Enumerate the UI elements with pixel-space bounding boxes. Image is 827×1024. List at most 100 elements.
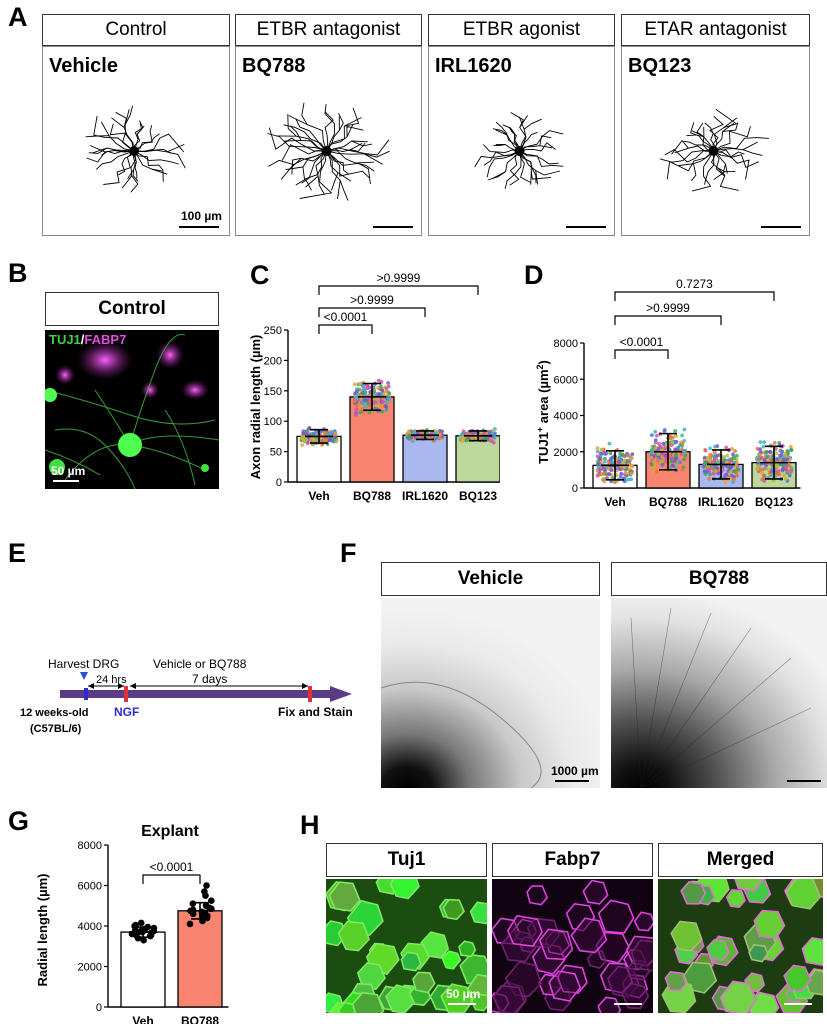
cell <box>670 920 703 952</box>
stain-separator: / <box>80 332 85 347</box>
cell <box>469 901 487 925</box>
data-point <box>385 400 390 405</box>
data-point <box>304 437 309 442</box>
panel-b-scale-label: 50 µm <box>51 464 86 478</box>
data-point <box>354 407 359 412</box>
cell <box>785 879 822 910</box>
explant-bq788-image <box>611 598 827 788</box>
bar-Veh <box>120 931 166 1008</box>
cell <box>412 971 436 994</box>
data-point <box>478 436 483 440</box>
neuron-tracing-3 <box>474 112 564 189</box>
data-point <box>328 437 333 442</box>
data-point <box>661 441 666 446</box>
tuj1-area-chart: 0 2000 4000 6000 8000 Veh BQ788 IRL1620 BQ123 <0.… <box>535 277 801 509</box>
cell <box>441 950 462 970</box>
data-point <box>603 456 607 461</box>
data-point <box>617 459 621 464</box>
data-point <box>766 454 771 459</box>
data-point <box>760 471 764 476</box>
cell <box>400 951 422 972</box>
data-point <box>654 469 659 474</box>
data-point <box>782 473 787 478</box>
p-value-label: >0.9999 <box>646 301 690 315</box>
merged-micrograph <box>658 879 823 1013</box>
data-point <box>365 386 370 391</box>
cell <box>492 984 526 1013</box>
panel-a-treatment-1: Vehicle <box>49 55 118 77</box>
panel-h-label: H <box>300 810 320 840</box>
timeline-arrow-icon <box>330 686 352 702</box>
data-point <box>680 442 685 446</box>
data-point <box>786 449 790 454</box>
panel-h-header-tuj1: Tuj1 <box>326 843 487 877</box>
cell <box>753 909 786 940</box>
data-point <box>780 449 785 454</box>
fabp7-stain-label: FABP7 <box>84 332 127 347</box>
data-point <box>376 403 381 408</box>
data-point <box>373 400 377 404</box>
data-point <box>624 471 628 475</box>
data-point <box>380 388 385 393</box>
data-point <box>482 431 487 435</box>
data-point <box>619 471 624 476</box>
data-point <box>387 391 392 396</box>
data-point <box>460 439 465 443</box>
data-point <box>201 888 208 895</box>
data-point <box>729 473 734 478</box>
panel-a-treatment-4: BQ123 <box>628 55 692 77</box>
data-point <box>202 902 210 910</box>
p-value-label: >0.9999 <box>350 293 394 307</box>
data-point <box>785 457 790 462</box>
data-point <box>772 441 777 445</box>
data-point <box>649 465 654 470</box>
y-tick-label: 200 <box>264 355 282 367</box>
cell <box>458 940 477 958</box>
data-point <box>364 405 368 410</box>
data-point <box>756 463 761 468</box>
cell <box>389 879 420 900</box>
data-point <box>595 446 600 450</box>
data-point <box>595 449 600 454</box>
data-point <box>766 467 771 472</box>
data-point <box>299 436 304 441</box>
data-point <box>774 451 779 456</box>
data-point <box>707 476 712 481</box>
data-point <box>788 444 793 449</box>
data-point <box>712 457 717 462</box>
data-point <box>354 404 359 408</box>
data-point <box>663 446 668 451</box>
data-point <box>629 477 634 482</box>
x-tick-label: BQ123 <box>755 495 793 509</box>
explant-vehicle-image: 1000 µm <box>381 598 600 788</box>
cell <box>385 984 415 1013</box>
cell <box>664 970 687 992</box>
data-point <box>333 432 338 436</box>
data-point <box>683 453 688 458</box>
treatment-label: Vehicle or BQ788 <box>153 657 247 671</box>
panel-a-scale-bar-1 <box>179 226 219 228</box>
y-tick-label: 2000 <box>554 447 578 459</box>
data-point <box>660 462 665 467</box>
data-point <box>602 471 606 476</box>
cell <box>801 936 823 967</box>
data-point <box>654 433 659 438</box>
p-value-label: <0.0001 <box>620 335 664 349</box>
panel-a-header-1: Control <box>42 14 230 46</box>
panel-h-fabp7-scale-bar <box>614 1003 642 1005</box>
timeline-diagram: Harvest DRG Vehicle or BQ788 7 days 24 h… <box>20 657 353 735</box>
cell <box>586 949 607 969</box>
data-point <box>787 473 792 478</box>
data-point <box>755 467 760 472</box>
axon-radial-length-chart: 0 50 100 150 200 250 Veh BQ788 IRL1620 BQ123 <0.00… <box>248 271 500 503</box>
neuron-soma <box>129 146 139 156</box>
data-point <box>630 452 635 457</box>
data-point <box>773 447 778 451</box>
cell <box>442 898 465 921</box>
panel-a-label: A <box>8 2 28 32</box>
data-point <box>203 882 210 889</box>
data-point <box>735 473 739 478</box>
data-point <box>758 440 763 445</box>
ngf-label: NGF <box>114 705 139 719</box>
data-point <box>150 924 158 932</box>
